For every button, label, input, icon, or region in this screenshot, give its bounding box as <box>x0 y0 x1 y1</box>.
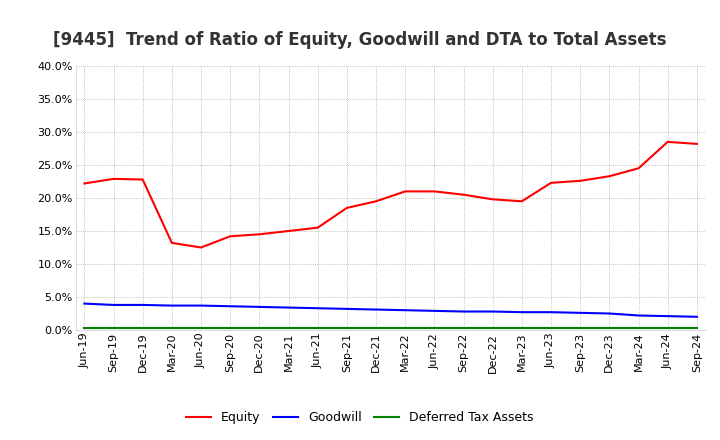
Equity <box>546 180 555 185</box>
Equity <box>138 177 147 182</box>
Deferred Tax Assets <box>226 326 235 331</box>
Goodwill <box>226 304 235 309</box>
Equity <box>109 176 118 181</box>
Deferred Tax Assets <box>255 326 264 331</box>
Deferred Tax Assets <box>284 326 293 331</box>
Deferred Tax Assets <box>605 326 613 331</box>
Line: Equity: Equity <box>84 142 697 247</box>
Deferred Tax Assets <box>401 326 410 331</box>
Equity <box>634 165 643 171</box>
Goodwill <box>138 302 147 308</box>
Goodwill <box>518 310 526 315</box>
Goodwill <box>255 304 264 310</box>
Legend: Equity, Goodwill, Deferred Tax Assets: Equity, Goodwill, Deferred Tax Assets <box>181 407 539 429</box>
Goodwill <box>284 305 293 310</box>
Deferred Tax Assets <box>663 326 672 331</box>
Goodwill <box>343 306 351 312</box>
Goodwill <box>401 308 410 313</box>
Goodwill <box>372 307 380 312</box>
Goodwill <box>488 309 497 314</box>
Equity <box>518 198 526 204</box>
Goodwill <box>459 309 468 314</box>
Deferred Tax Assets <box>80 326 89 331</box>
Goodwill <box>80 301 89 306</box>
Deferred Tax Assets <box>343 326 351 331</box>
Equity <box>313 225 322 231</box>
Equity <box>255 231 264 237</box>
Equity <box>168 240 176 246</box>
Deferred Tax Assets <box>693 326 701 331</box>
Equity <box>576 178 585 183</box>
Equity <box>693 141 701 147</box>
Deferred Tax Assets <box>459 326 468 331</box>
Text: [9445]  Trend of Ratio of Equity, Goodwill and DTA to Total Assets: [9445] Trend of Ratio of Equity, Goodwil… <box>53 31 667 49</box>
Line: Goodwill: Goodwill <box>84 304 697 317</box>
Goodwill <box>693 314 701 319</box>
Equity <box>605 173 613 179</box>
Equity <box>401 189 410 194</box>
Deferred Tax Assets <box>518 326 526 331</box>
Goodwill <box>168 303 176 308</box>
Goodwill <box>546 310 555 315</box>
Deferred Tax Assets <box>109 326 118 331</box>
Goodwill <box>663 313 672 319</box>
Deferred Tax Assets <box>313 326 322 331</box>
Deferred Tax Assets <box>546 326 555 331</box>
Goodwill <box>313 305 322 311</box>
Goodwill <box>430 308 438 313</box>
Deferred Tax Assets <box>168 326 176 331</box>
Goodwill <box>109 302 118 308</box>
Equity <box>226 234 235 239</box>
Equity <box>459 192 468 197</box>
Deferred Tax Assets <box>576 326 585 331</box>
Equity <box>80 181 89 186</box>
Deferred Tax Assets <box>138 326 147 331</box>
Goodwill <box>197 303 205 308</box>
Equity <box>488 197 497 202</box>
Deferred Tax Assets <box>488 326 497 331</box>
Equity <box>430 189 438 194</box>
Goodwill <box>605 311 613 316</box>
Deferred Tax Assets <box>430 326 438 331</box>
Equity <box>343 205 351 210</box>
Goodwill <box>576 310 585 315</box>
Goodwill <box>634 313 643 318</box>
Deferred Tax Assets <box>197 326 205 331</box>
Deferred Tax Assets <box>372 326 380 331</box>
Equity <box>372 198 380 204</box>
Equity <box>663 139 672 144</box>
Equity <box>284 228 293 234</box>
Deferred Tax Assets <box>634 326 643 331</box>
Equity <box>197 245 205 250</box>
